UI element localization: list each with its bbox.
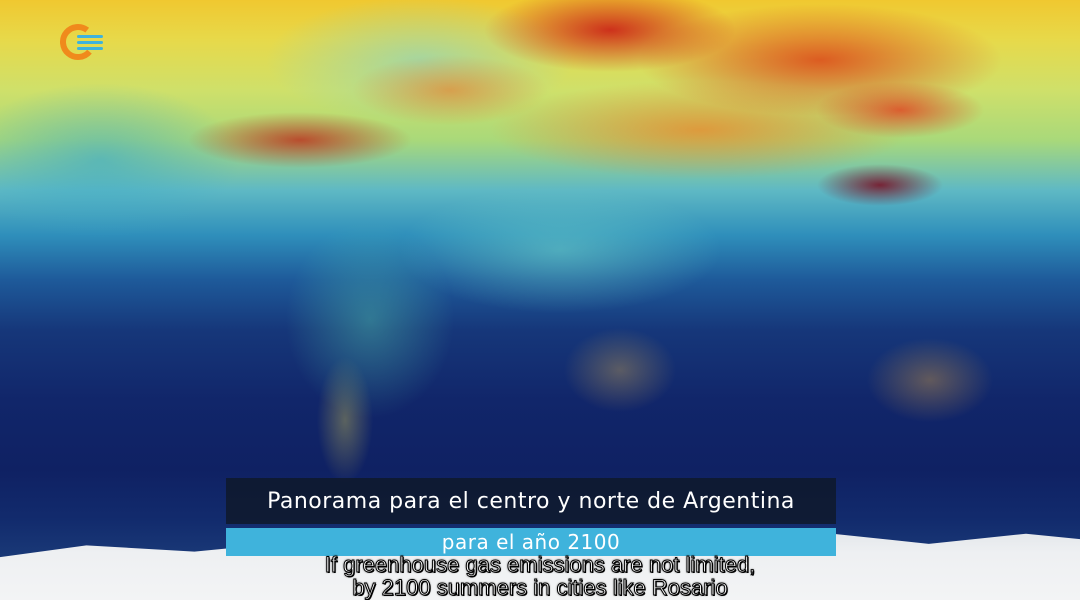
closed-caption-line-2: by 2100 summers in cities like Rosario — [352, 575, 728, 600]
channel-logo-icon — [60, 24, 103, 60]
lower-third-subtitle-bar: para el año 2100 — [226, 528, 836, 556]
lower-third-subtitle: para el año 2100 — [441, 530, 621, 554]
lower-third-title-box: Panorama para el centro y norte de Argen… — [226, 478, 836, 524]
lower-third-title: Panorama para el centro y norte de Argen… — [267, 488, 795, 514]
closed-caption-line-1: If greenhouse gas emissions are not limi… — [324, 552, 756, 577]
